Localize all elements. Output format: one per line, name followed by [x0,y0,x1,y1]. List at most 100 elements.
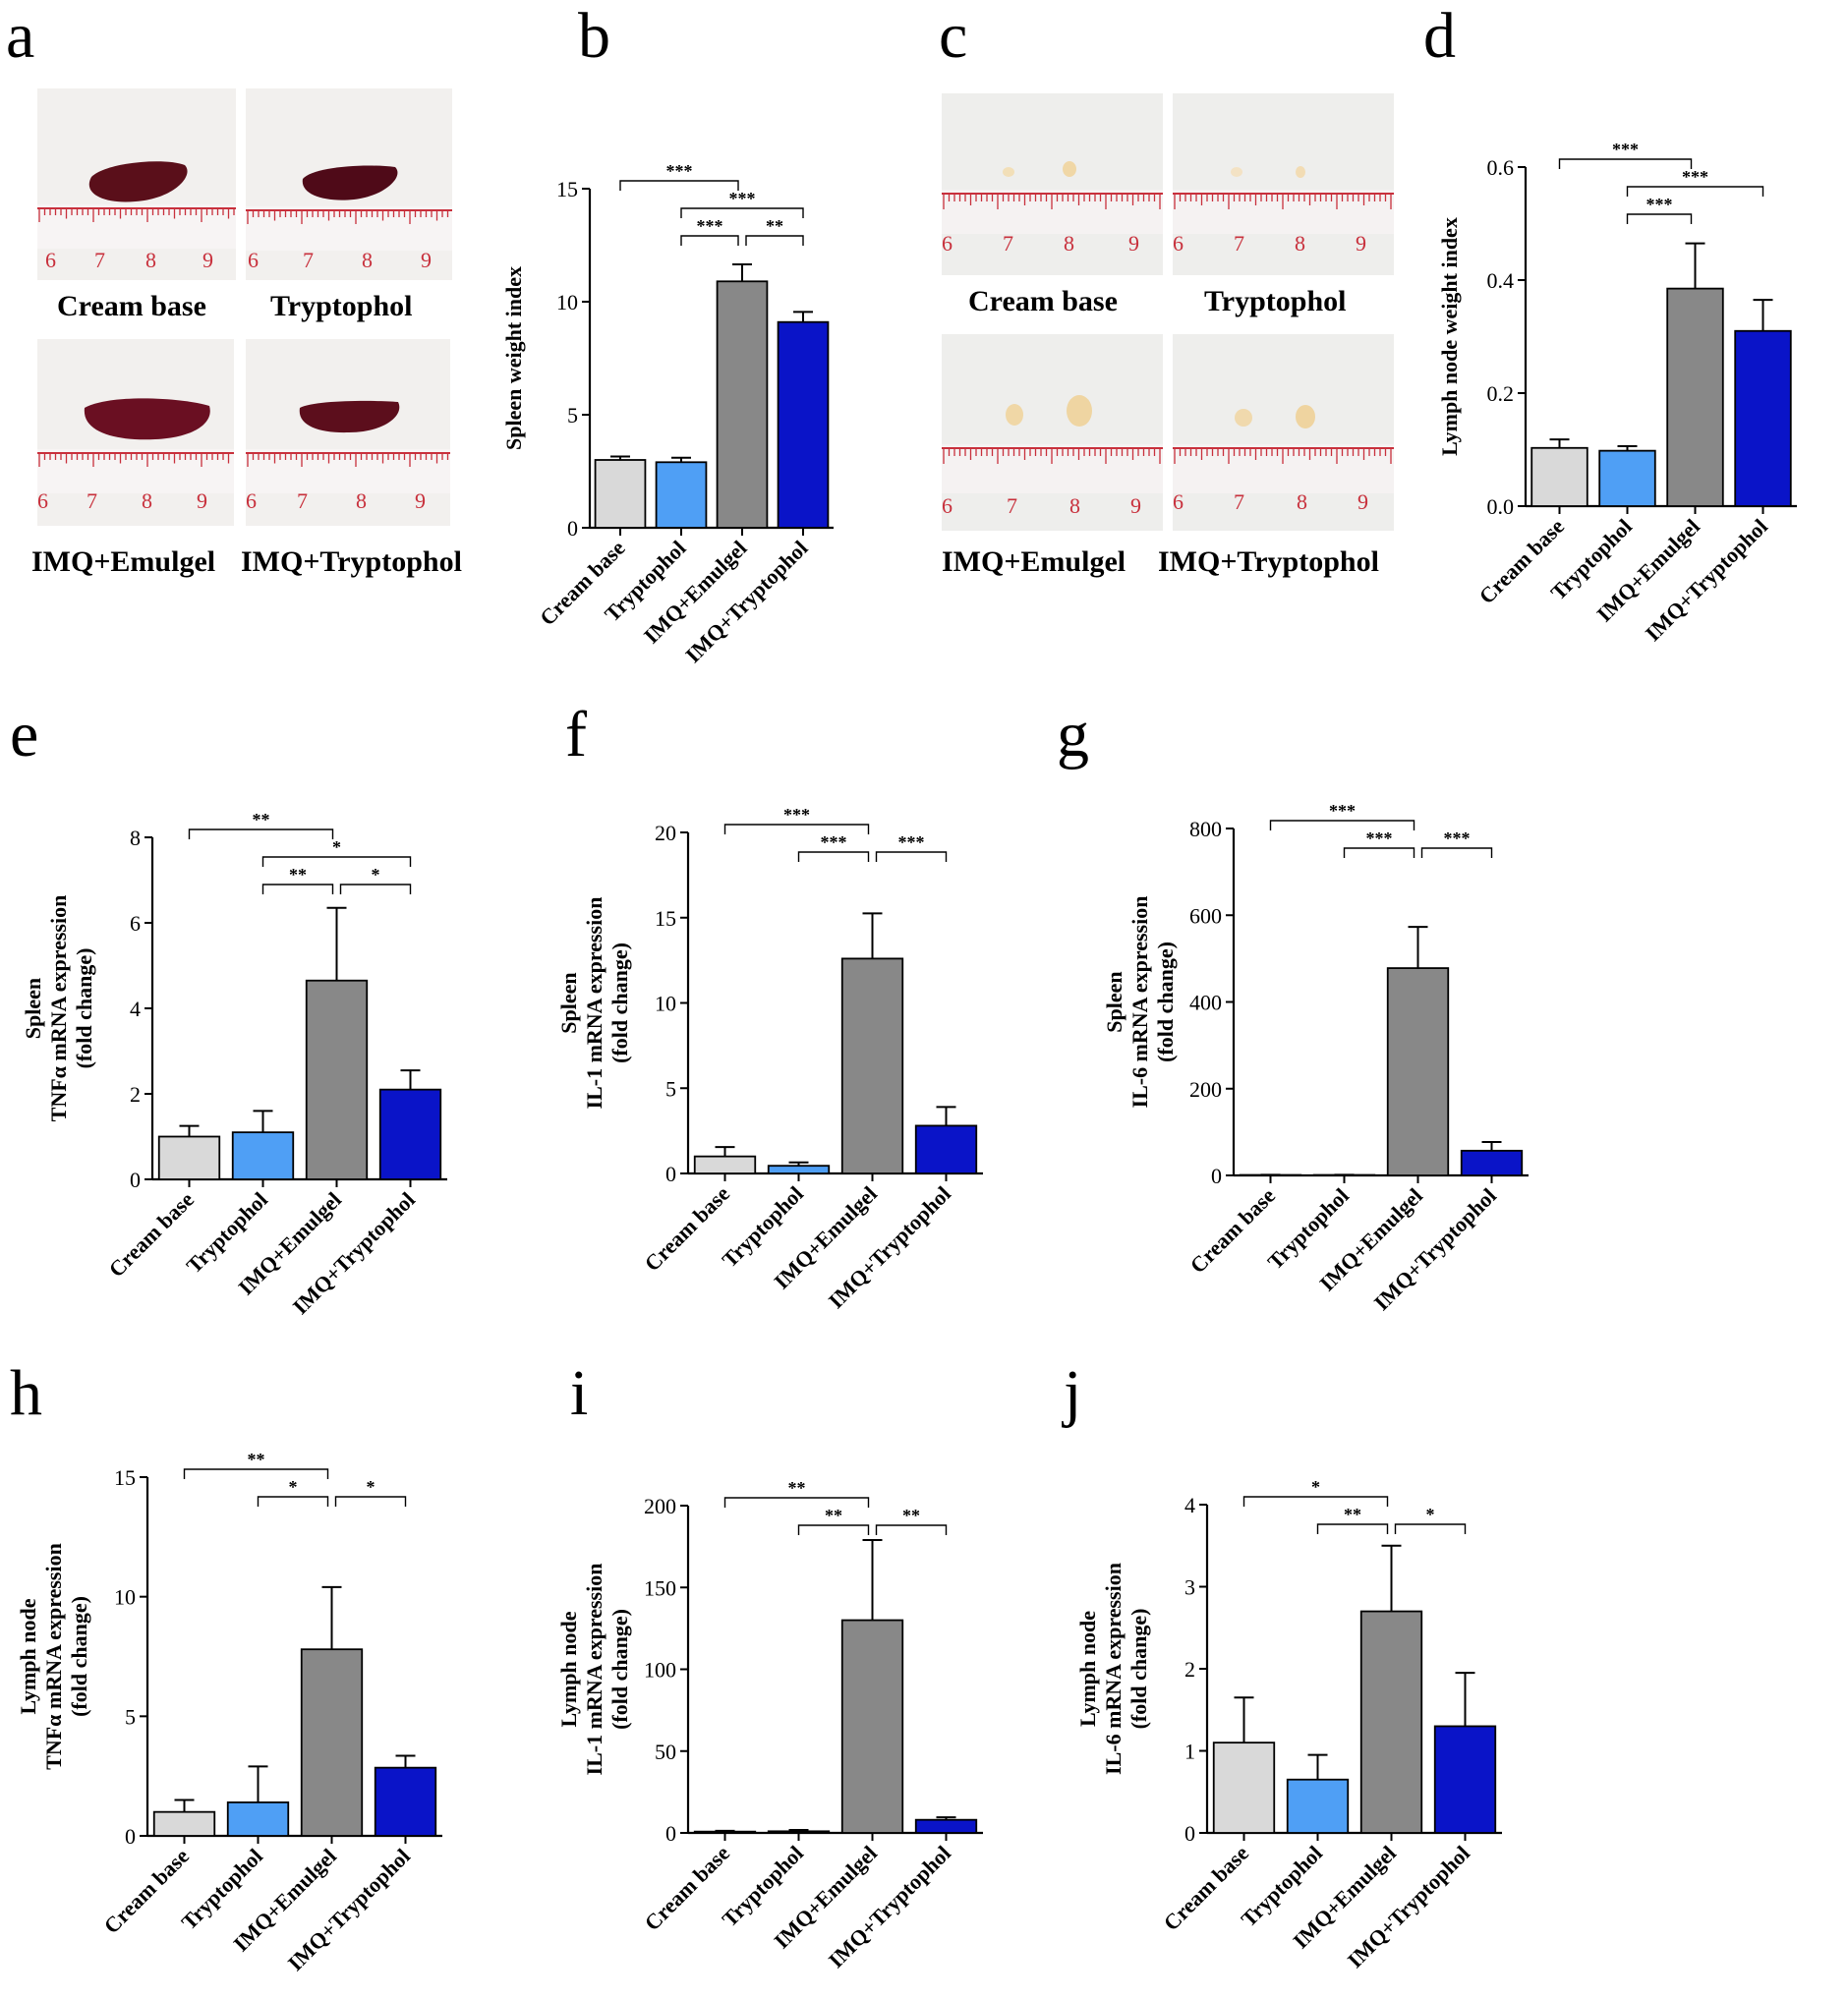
panel-letter-h: h [10,1357,42,1429]
bar [1460,1149,1524,1176]
significance-label: *** [898,832,925,852]
significance-bracket [1242,1496,1389,1507]
bar [1433,1725,1497,1834]
y-tick-label: 0 [130,1168,141,1192]
significance-label: *** [1366,828,1393,848]
photo-label-imq-emulgel: IMQ+Emulgel [31,545,216,578]
y-axis-label: Lymph node [16,1598,40,1714]
bar [1386,967,1450,1176]
y-tick-label: 8 [130,826,141,850]
ruler-tick-label: 9 [202,248,213,272]
y-axis-label: Lymph node weight index [1437,217,1462,456]
panel-letter-f: f [565,699,587,771]
y-tick-label: 0.2 [1487,381,1515,406]
ruler-tick-label: 6 [246,488,257,513]
y-tick-label: 3 [1184,1575,1195,1600]
significance-label: * [1426,1505,1435,1524]
significance-label: * [289,1477,298,1497]
significance-label: ** [825,1506,842,1525]
y-tick-label: 1 [1184,1740,1195,1764]
significance-bracket [261,856,412,867]
ruler-tick-label: 7 [1003,231,1013,256]
y-tick-label: 0.4 [1487,268,1515,293]
y-tick-label: 15 [114,1465,136,1490]
spleen-photo-tryptophol: 6 7 8 9 [246,88,452,280]
ruler-tick-label: 6 [1173,231,1184,256]
y-tick-label: 5 [665,1076,676,1101]
spleen-photo-imq-emulgel: 6 7 8 9 [37,339,234,526]
ruler-tick-label: 9 [197,488,207,513]
y-tick-label: 150 [644,1575,676,1600]
panel-letter-d: d [1423,0,1456,72]
significance-label: ** [766,216,783,236]
y-tick-label: 2 [1184,1657,1195,1682]
photo-label-imq-emulgel-c: IMQ+Emulgel [942,545,1126,578]
ruler-tick-label: 8 [142,488,152,513]
ruler-tick-label: 6 [45,248,56,272]
significance-label: ** [289,865,307,885]
bar [716,280,769,529]
lymph-photo-tryptophol-image: 6 7 8 9 [1173,93,1394,275]
ruler-tick-label: 6 [942,493,953,518]
bar [152,1810,216,1837]
bar [655,461,708,529]
significance-bracket [1394,1523,1467,1534]
ruler-tick-label: 8 [145,248,156,272]
ruler-tick-label: 8 [1069,493,1080,518]
y-tick-label: 800 [1189,817,1222,841]
lymph-photo-tryptophol: 6 7 8 9 [1173,93,1394,275]
bar [594,459,647,529]
y-tick-label: 0 [567,516,578,541]
y-axis-label: IL-6 mRNA expression [1101,1563,1126,1775]
photo-label-tryptophol-c: Tryptophol [1204,285,1347,317]
significance-bracket [1343,847,1415,858]
y-axis-label: IL-1 mRNA expression [582,897,606,1110]
ruler-tick-label: 9 [1128,231,1139,256]
ruler-tick-label: 7 [303,248,314,272]
ruler-tick-label: 9 [421,248,432,272]
y-tick-label: 0.0 [1487,494,1515,519]
y-tick-label: 0 [665,1162,676,1186]
significance-bracket [1420,847,1493,858]
significance-bracket [334,1496,407,1507]
y-axis-label: Spleen [556,972,581,1033]
significance-bracket [680,235,739,246]
y-axis-label: Lymph node [556,1611,581,1727]
significance-label: *** [783,805,810,825]
y-tick-label: 0 [1211,1164,1222,1188]
ruler-tick-label: 8 [1295,231,1305,256]
spleen-photo-imq-tryptophol-image: 6 7 8 9 [246,339,450,526]
significance-label: ** [788,1478,806,1498]
significance-bracket [1316,1523,1389,1534]
ruler-tick-label: 9 [1130,493,1141,518]
y-axis-label: (fold change) [1153,942,1178,1062]
ruler-tick-label: 6 [1173,489,1184,514]
y-axis-label: (fold change) [607,1609,632,1730]
lymph-photo-cream-base-image: 6 7 8 9 [942,93,1163,275]
y-tick-label: 15 [655,906,676,931]
y-tick-label: 4 [130,997,141,1021]
spleen-photo-tryptophol-image: 6 7 8 9 [246,88,452,280]
ruler-tick-label: 6 [248,248,259,272]
y-tick-label: 4 [1184,1493,1195,1517]
y-axis-label: Lymph node [1075,1611,1100,1727]
ruler-tick-label: 6 [37,488,48,513]
y-tick-label: 5 [125,1704,136,1729]
photo-label-imq-tryptophol-c: IMQ+Tryptophol [1158,545,1379,578]
bar [231,1131,295,1180]
panel-letter-i: i [570,1357,589,1429]
photo-label-cream-base-c: Cream base [968,285,1118,317]
y-axis-label: Spleen [1102,971,1126,1032]
bar [1359,1610,1423,1834]
significance-bracket [745,235,804,246]
ruler-tick-label: 9 [415,488,426,513]
photo-label-cream-base: Cream base [57,290,206,322]
spleen-photo-imq-tryptophol: 6 7 8 9 [246,339,450,526]
bar [1734,329,1792,507]
y-axis-label: TNFα mRNA expression [46,895,71,1122]
